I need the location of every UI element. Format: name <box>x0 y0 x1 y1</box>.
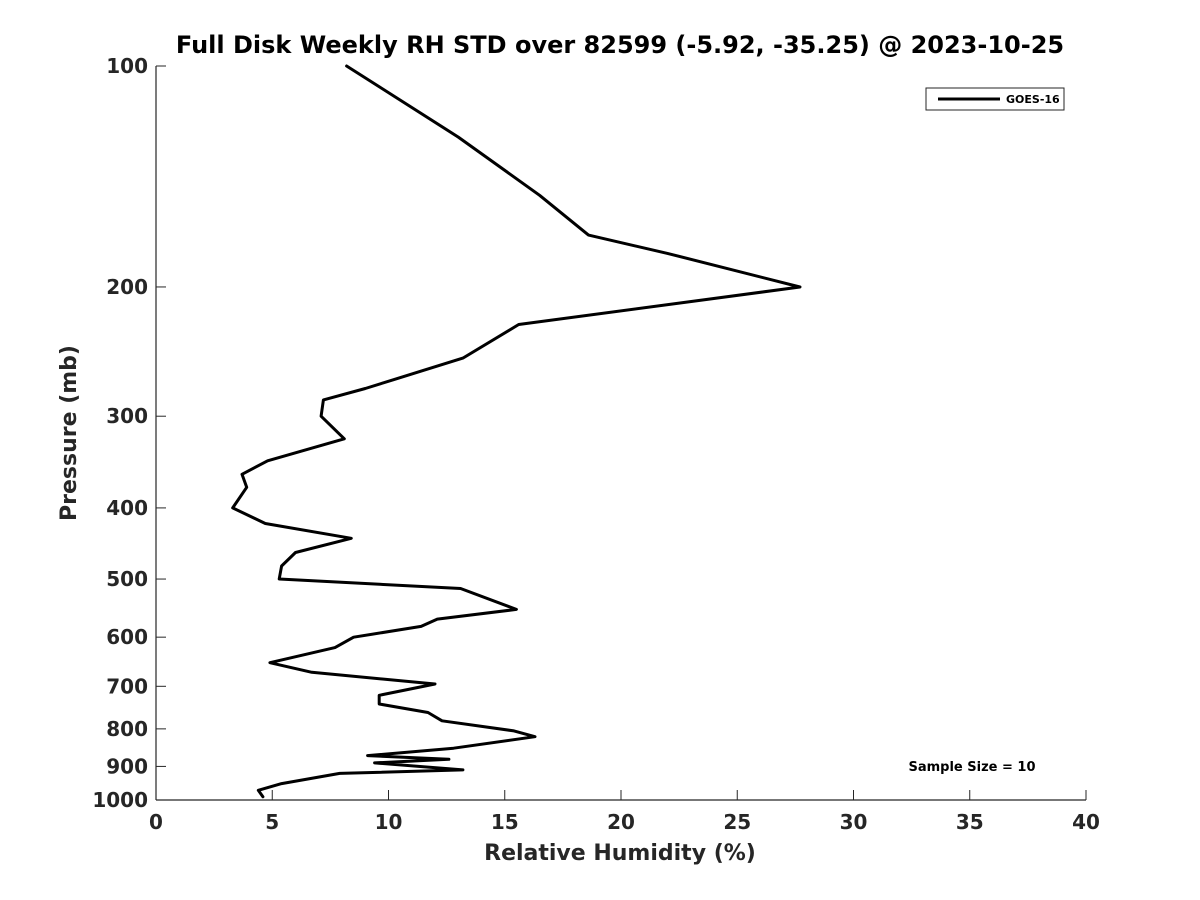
y-tick-label: 300 <box>106 404 148 428</box>
y-axis-ticks: 100 200 300 400 500 600 700 800 900 1000 <box>92 54 166 812</box>
plot-axes <box>155 66 1086 801</box>
sample-size-annotation: Sample Size = 10 <box>908 760 1035 775</box>
series-line-goes-16 <box>231 64 802 799</box>
x-tick-label: 25 <box>723 810 751 834</box>
y-tick-label: 400 <box>106 496 148 520</box>
y-tick-label: 700 <box>106 674 148 698</box>
x-tick-label: 30 <box>840 810 868 834</box>
y-axis-label: Pressure (mb) <box>57 345 82 521</box>
y-tick-label: 900 <box>106 754 148 778</box>
x-tick-label: 40 <box>1072 810 1100 834</box>
series-group <box>231 64 802 799</box>
legend-label-goes-16: GOES-16 <box>1006 93 1060 106</box>
y-tick-label: 500 <box>106 567 148 591</box>
x-axis-label: Relative Humidity (%) <box>484 841 756 866</box>
y-tick-label: 100 <box>106 54 148 78</box>
y-tick-label: 200 <box>106 275 148 299</box>
x-tick-label: 35 <box>956 810 984 834</box>
x-tick-label: 10 <box>375 810 403 834</box>
chart-title: Full Disk Weekly RH STD over 82599 (-5.9… <box>176 31 1064 59</box>
y-tick-label: 1000 <box>92 788 148 812</box>
x-tick-label: 15 <box>491 810 519 834</box>
y-tick-label: 800 <box>106 717 148 741</box>
y-tick-label: 600 <box>106 625 148 649</box>
legend: GOES-16 <box>925 87 1065 111</box>
x-tick-label: 20 <box>607 810 635 834</box>
x-tick-label: 0 <box>149 810 163 834</box>
x-axis-ticks: 0 5 10 15 20 25 30 35 40 <box>149 790 1100 834</box>
x-tick-label: 5 <box>265 810 279 834</box>
